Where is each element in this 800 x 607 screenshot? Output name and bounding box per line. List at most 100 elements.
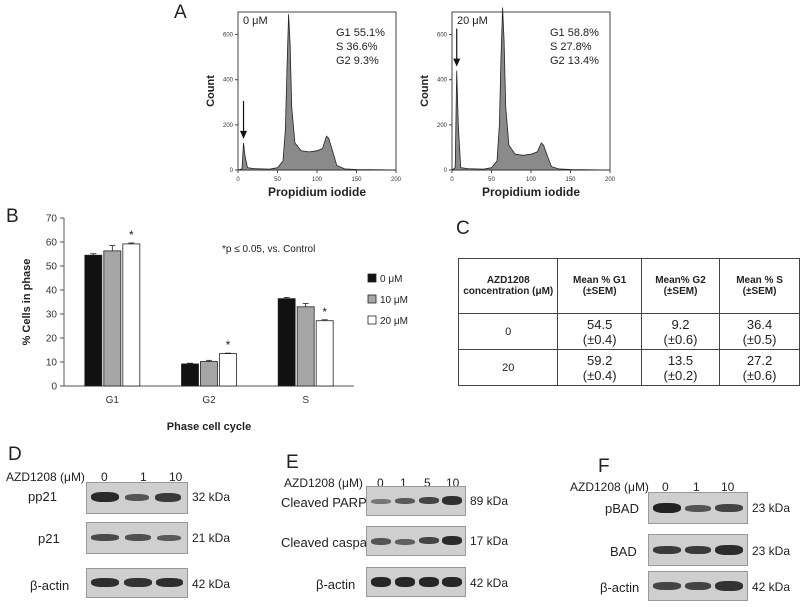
blot-e-treatment: AZD1208 (μM)	[284, 476, 363, 490]
category-label: S	[302, 395, 309, 406]
blot-e-lane: 0	[377, 476, 384, 490]
table-cell: 36.4 (±0.5)	[719, 313, 800, 350]
blot-band	[395, 498, 415, 504]
x-tick-label: 150	[351, 177, 362, 183]
y-axis-label: Count	[205, 75, 217, 107]
histogram-profile	[237, 14, 397, 171]
blot-d-size: 42 kDa	[192, 577, 231, 591]
x-tick-label: 150	[565, 177, 576, 183]
y-tick-label: 50	[46, 262, 58, 273]
blot-d-strip-pp21	[86, 482, 188, 514]
x-tick-label: 0	[450, 177, 454, 183]
blot-f-size: 23 kDa	[752, 501, 791, 515]
blot-d-protein: β-actin	[30, 578, 70, 593]
table-cell: 59.2 (±0.4)	[557, 349, 642, 386]
blot-band	[715, 581, 743, 591]
y-tick-label: 70	[46, 214, 58, 225]
bar	[181, 363, 199, 387]
blot-d-lane: 10	[169, 470, 183, 484]
y-tick-label: 600	[223, 33, 234, 39]
y-tick-label: 200	[223, 123, 234, 129]
table-row: 0 54.5 (±0.4) 9.2 (±0.6) 36.4 (±0.5)	[457, 313, 800, 350]
blot-band	[653, 546, 681, 554]
significance-asterisk: *	[226, 338, 231, 352]
cell-line: 27.2 (±0.6)	[742, 352, 777, 383]
y-tick-label: 0	[230, 168, 234, 174]
blot-band	[371, 538, 391, 545]
blot-f-size: 23 kDa	[752, 544, 791, 558]
cell-line: 36.4 (±0.5)	[742, 316, 777, 347]
y-axis-label: % Cells in phase	[21, 259, 33, 346]
y-tick-label: 200	[437, 123, 448, 129]
histogram-0-um: 0 50 100 150 200 0 200 400 600 Propidium iodide Co…	[205, 11, 402, 199]
blot-band	[715, 545, 743, 555]
y-tick-label: 600	[437, 33, 448, 39]
cell-cycle-table: AZD1208 concentration (μM) Mean % G1 (±S…	[457, 258, 800, 386]
blot-e-size: 89 kDa	[470, 494, 509, 508]
blot-f-strip-actin	[648, 571, 748, 601]
y-tick-label: 400	[437, 78, 448, 84]
blot-f-treatment: AZD1208 (μM)	[570, 480, 649, 494]
x-tick-label: 100	[312, 177, 323, 183]
panel-label-b: B	[6, 206, 19, 227]
blot-band	[442, 577, 462, 587]
blot-f-protein: β-actin	[600, 580, 640, 595]
phase-stat: G2 9.3%	[336, 55, 379, 67]
blot-f-protein: pBAD	[605, 501, 639, 516]
blot-f-protein: BAD	[610, 544, 637, 559]
blot-band	[685, 546, 711, 554]
table-header-s: Mean % S (±SEM)	[719, 258, 800, 314]
blot-f-size: 42 kDa	[752, 580, 791, 594]
panel-label-e: E	[286, 452, 299, 473]
blot-band	[371, 577, 391, 587]
table-cell: 9.2 (±0.6)	[640, 313, 721, 350]
x-tick-label: 0	[236, 177, 240, 183]
panel-label-a: A	[174, 2, 187, 23]
legend-label: 10 μM	[380, 295, 408, 306]
blot-band	[685, 505, 711, 512]
x-tick-label: 100	[526, 177, 537, 183]
blot-band	[442, 536, 462, 545]
blot-f-lane: 1	[693, 480, 700, 494]
blot-band	[715, 504, 743, 512]
y-tick-label: 10	[46, 358, 58, 369]
condition-label: 20 μM	[457, 15, 488, 27]
blot-f-strip-pbad	[648, 492, 748, 524]
arrow-head	[453, 58, 461, 67]
blot-band	[157, 535, 181, 541]
blot-e-lane: 1	[400, 476, 407, 490]
blot-band	[91, 578, 119, 587]
blot-f-lane: 10	[721, 480, 735, 494]
significance-asterisk: *	[322, 305, 327, 319]
phase-stat: G1 55.1%	[336, 27, 385, 39]
y-axis-label: Count	[419, 75, 431, 107]
blot-e-strip-caspase3	[366, 526, 466, 556]
legend-label: 0 μM	[380, 274, 402, 285]
table-row: 20 59.2 (±0.4) 13.5 (±0.2) 27.2 (±0.6)	[457, 349, 800, 386]
blot-band	[419, 497, 439, 504]
blot-d-lane: 0	[101, 470, 108, 484]
blot-band	[124, 578, 152, 587]
x-axis-label: Propidium iodide	[482, 185, 580, 199]
blot-e-strip-parp	[366, 486, 466, 516]
blot-band	[442, 496, 462, 505]
bar	[315, 320, 334, 387]
y-tick-label: 0	[444, 168, 448, 174]
blot-f-lane: 0	[662, 480, 669, 494]
legend-swatch	[367, 273, 377, 283]
x-tick-label: 50	[274, 177, 281, 183]
x-tick-label: 50	[488, 177, 495, 183]
blot-band	[91, 534, 119, 541]
blot-band	[419, 577, 439, 587]
blot-band	[91, 492, 119, 502]
x-tick-label: 200	[605, 177, 616, 183]
table-header-concentration: AZD1208 concentration (μM)	[457, 258, 559, 314]
blot-f-strip-bad	[648, 534, 748, 566]
y-tick-label: 0	[51, 382, 57, 393]
significance-asterisk: *	[129, 228, 134, 242]
blot-e-protein: Cleaved PARP	[281, 495, 367, 510]
condition-label: 0 μM	[243, 15, 268, 27]
cell-line: 59.2 (±0.4)	[582, 352, 617, 383]
arrow-head	[240, 130, 248, 139]
blot-e-protein: β-actin	[316, 577, 356, 592]
